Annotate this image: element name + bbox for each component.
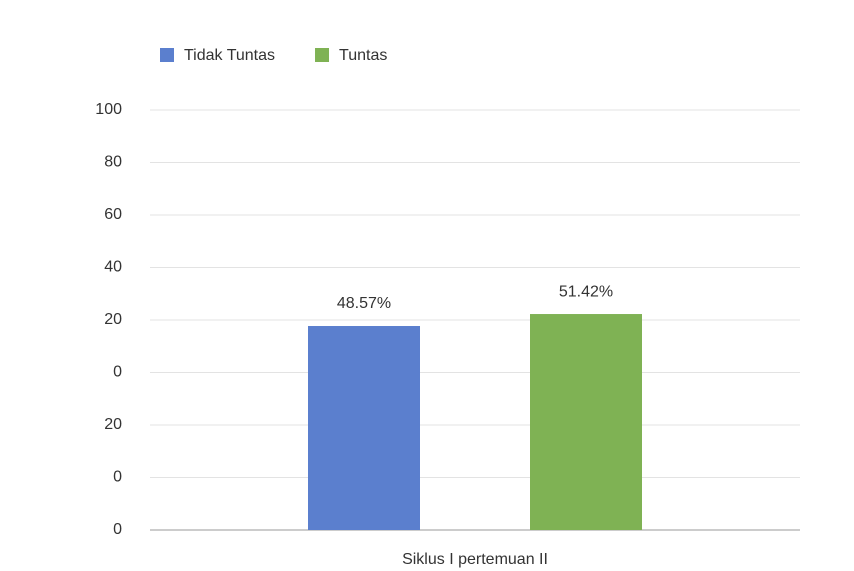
y-tick-label: 0 [113,469,122,486]
y-tick-label: 0 [113,521,122,538]
legend-label: Tuntas [339,47,387,64]
legend-swatch [160,48,174,62]
x-tick-label: Siklus I pertemuan II [402,551,548,568]
data-label: 48.57% [337,295,391,312]
legend-swatch [315,48,330,62]
data-label: 51.42% [559,283,613,300]
y-tick-label: 40 [104,259,122,276]
y-tick-label: 100 [95,101,122,118]
legend-label: Tidak Tuntas [184,47,275,64]
y-tick-label: 0 [113,364,122,381]
y-tick-label: 80 [104,154,122,171]
y-tick-label: 20 [104,311,122,328]
y-tick-label: 60 [104,206,122,223]
bar [530,314,642,530]
bar [308,326,420,530]
y-tick-label: 20 [104,416,122,433]
